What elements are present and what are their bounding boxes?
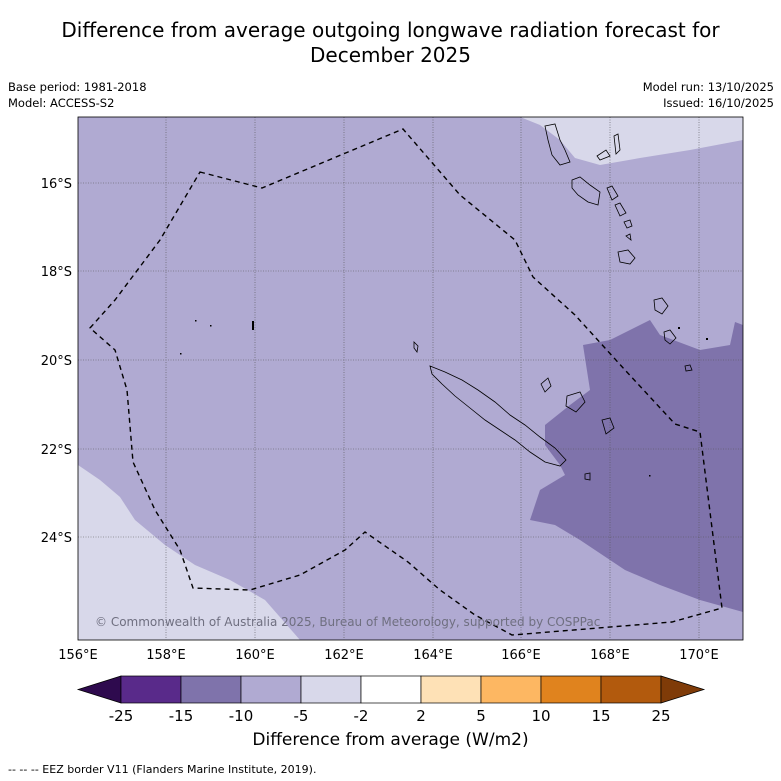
small-islets	[180, 320, 708, 477]
colorbar-swatch	[420, 675, 482, 704]
y-tick-label: 20°S	[41, 354, 72, 369]
model-run: Model run: 13/10/2025	[642, 80, 774, 94]
x-tick-label: 160°E	[235, 648, 275, 663]
mare-island	[601, 417, 615, 435]
isle-of-pines	[584, 472, 591, 481]
y-tick-label: 16°S	[41, 177, 72, 192]
colorbar-label: -15	[169, 707, 194, 725]
x-tick-label: 158°E	[146, 648, 186, 663]
colorbar-label: 10	[531, 707, 550, 725]
colorbar-swatch	[480, 675, 542, 704]
colorbar-swatch	[540, 675, 602, 704]
x-tick-label: 166°E	[501, 648, 541, 663]
x-axis: 156°E 158°E 160°E 162°E 164°E 166°E 168°…	[58, 648, 719, 663]
y-tick-label: 22°S	[41, 443, 72, 458]
x-tick-label: 162°E	[324, 648, 364, 663]
title-line-2: December 2025	[310, 43, 471, 67]
colorbar-label: 5	[476, 707, 486, 725]
colorbar-title: Difference from average (W/m2)	[252, 730, 529, 750]
base-period: Base period: 1981-2018	[8, 80, 147, 94]
colorbar-label: 2	[416, 707, 426, 725]
anomaly-field-dark-se	[530, 320, 743, 612]
issued-date: Issued: 16/10/2025	[663, 96, 774, 110]
x-tick-label: 170°E	[679, 648, 719, 663]
copyright-text: © Commonwealth of Australia 2025, Bureau…	[95, 615, 600, 629]
colorbar: -25 -15 -10 -5 -2 2 5 10 15 25	[76, 675, 706, 725]
colorbar-label: -10	[229, 707, 254, 725]
vanuatu-islands	[544, 123, 693, 372]
colorbar-swatch	[180, 675, 242, 704]
colorbar-label: -25	[109, 707, 134, 725]
colorbar-swatch	[240, 675, 302, 704]
belep-island	[413, 341, 419, 353]
colorbar-low-extend	[76, 675, 122, 704]
eez-border	[89, 128, 723, 636]
map-frame	[77, 116, 744, 641]
colorbar-swatch	[600, 675, 662, 704]
x-tick-label: 164°E	[413, 648, 453, 663]
colorbar-swatch	[120, 675, 182, 704]
x-tick-label: 156°E	[58, 648, 98, 663]
y-tick-label: 18°S	[41, 265, 72, 280]
colorbar-swatch	[360, 675, 422, 704]
y-axis: 16°S 18°S 20°S 22°S 24°S	[41, 177, 72, 546]
y-tick-label: 24°S	[41, 531, 72, 546]
chart-title: Difference from average outgoing longwav…	[0, 18, 781, 68]
new-caledonia-island	[429, 365, 567, 467]
lifou-island	[565, 391, 586, 413]
meta-left: Base period: 1981-2018 Model: ACCESS-S2	[8, 79, 147, 111]
colorbar-label: -5	[294, 707, 309, 725]
model-name: Model: ACCESS-S2	[8, 96, 115, 110]
colorbar-label: 15	[591, 707, 610, 725]
ouvea-island	[540, 377, 552, 393]
eez-legend-note: -- -- -- EEZ border V11 (Flanders Marine…	[8, 763, 317, 776]
x-tick-label: 168°E	[590, 648, 630, 663]
map-area: © Commonwealth of Australia 2025, Bureau…	[78, 117, 743, 640]
colorbar-swatch	[300, 675, 362, 704]
anomaly-field-light-ne	[520, 117, 743, 165]
anomaly-field-light-sw	[78, 465, 300, 640]
meta-right: Model run: 13/10/2025 Issued: 16/10/2025	[643, 79, 774, 111]
title-line-1: Difference from average outgoing longwav…	[61, 18, 720, 42]
colorbar-high-extend	[660, 675, 706, 704]
gridlines	[78, 117, 743, 640]
colorbar-label: 25	[651, 707, 670, 725]
colorbar-label: -2	[354, 707, 369, 725]
